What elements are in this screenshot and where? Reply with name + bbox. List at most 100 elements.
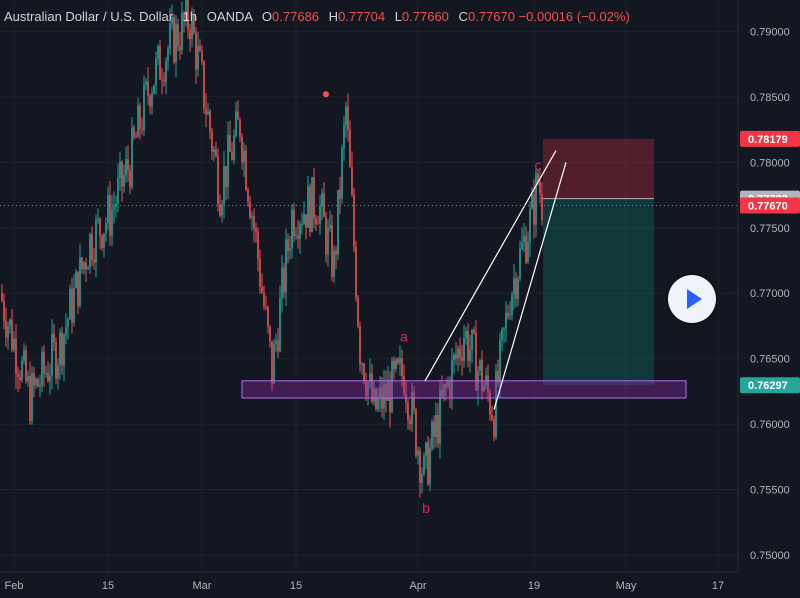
price-badge [740, 197, 800, 214]
candle-body [233, 135, 235, 160]
play-button[interactable] [668, 275, 716, 323]
stop-loss-zone [543, 138, 654, 199]
candle-body [483, 385, 485, 392]
candle-body [209, 111, 211, 132]
candle-body [211, 131, 213, 152]
candle-body [407, 402, 409, 421]
candle-body [461, 356, 463, 362]
candle-body [81, 257, 83, 270]
candle-body [177, 24, 179, 47]
candle-body [197, 46, 199, 70]
candle-body [47, 372, 49, 381]
candle-body [111, 209, 113, 236]
candle-body [181, 12, 183, 51]
candle-body [63, 334, 65, 366]
candle-body [13, 338, 15, 350]
candle-body [75, 271, 77, 288]
candle-body [107, 194, 109, 224]
candle-body [309, 186, 311, 233]
candle-body [329, 224, 331, 229]
candle-body [463, 337, 465, 362]
candle-body [415, 409, 417, 456]
candle-body [11, 319, 13, 350]
candle-body [65, 327, 67, 335]
y-tick-label: 0.75500 [750, 485, 790, 497]
candle-body [239, 119, 241, 138]
open-value: 0.77686 [272, 9, 320, 24]
candle-body [531, 193, 533, 209]
candle-body [425, 442, 427, 456]
candle-body [525, 236, 527, 263]
candle-body [533, 193, 535, 225]
source-label: OANDA [206, 9, 253, 24]
candle-body [459, 348, 461, 357]
candle-body [95, 219, 97, 263]
candle-body [343, 124, 345, 148]
candle-body [403, 375, 405, 394]
candle-body [155, 58, 157, 86]
candle-body [327, 228, 329, 255]
candle-body [173, 17, 175, 63]
candle-body [79, 257, 81, 306]
candle-body [431, 421, 433, 449]
candle-body [315, 218, 317, 224]
candle-body [325, 217, 327, 255]
candle-body [101, 235, 103, 249]
candle-body [509, 315, 511, 317]
candle-body [481, 360, 483, 392]
candle-body [419, 450, 421, 483]
candle-body [317, 223, 319, 225]
candle-body [49, 375, 51, 381]
candle-body [145, 81, 147, 85]
candle-body [3, 300, 5, 322]
candle-body [251, 216, 253, 218]
candle-body [175, 24, 177, 63]
candle-body [287, 239, 289, 251]
candle-body [203, 61, 205, 109]
price-badge-label: 0.76297 [748, 380, 788, 392]
candle-body [441, 389, 443, 397]
candle-body [421, 473, 423, 483]
candle-body [295, 235, 297, 237]
candle-body [143, 84, 145, 130]
x-tick-label: Mar [193, 580, 212, 592]
candle-body [29, 375, 31, 422]
candle-body [517, 278, 519, 299]
candle-body [351, 167, 353, 196]
candle-body [313, 177, 315, 219]
candle-body [479, 360, 481, 371]
candle-body [219, 204, 221, 216]
candle-body [119, 161, 121, 178]
candle-body [523, 236, 525, 243]
candle-body [447, 381, 449, 387]
candle-body [301, 223, 303, 225]
candle-body [243, 150, 245, 163]
candle-body [293, 209, 295, 237]
candle-body [187, 0, 189, 30]
candle-body [91, 234, 93, 260]
x-tick-label: 15 [102, 580, 114, 592]
candle-body [311, 177, 313, 233]
y-tick-label: 0.77500 [750, 223, 790, 235]
candle-body [515, 278, 517, 299]
candle-body [21, 360, 23, 381]
candle-body [171, 17, 173, 24]
candle-body [355, 246, 357, 298]
candle-body [373, 388, 375, 402]
candle-body [411, 391, 413, 425]
candle-body [131, 127, 133, 187]
candle-body [231, 151, 233, 160]
candle-body [267, 307, 269, 327]
candle-body [451, 360, 453, 399]
candle-body [347, 106, 349, 130]
candle-body [241, 137, 243, 163]
candle-body [285, 239, 287, 293]
candle-body [519, 248, 521, 279]
candle-body [273, 343, 275, 384]
candle-body [521, 242, 523, 249]
candle-body [127, 158, 129, 171]
candle-body [541, 193, 543, 221]
y-tick-label: 0.76500 [750, 354, 790, 366]
